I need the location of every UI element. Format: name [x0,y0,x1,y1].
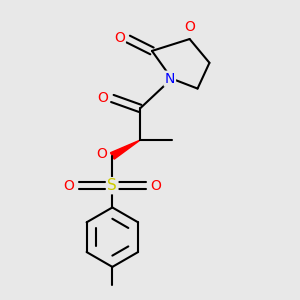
Text: S: S [107,178,117,193]
Polygon shape [110,140,140,159]
Text: O: O [97,92,108,106]
Text: O: O [151,179,161,193]
Text: O: O [63,179,74,193]
Text: O: O [114,31,125,45]
Text: O: O [96,147,107,161]
Text: N: N [165,72,175,86]
Text: O: O [184,20,195,34]
